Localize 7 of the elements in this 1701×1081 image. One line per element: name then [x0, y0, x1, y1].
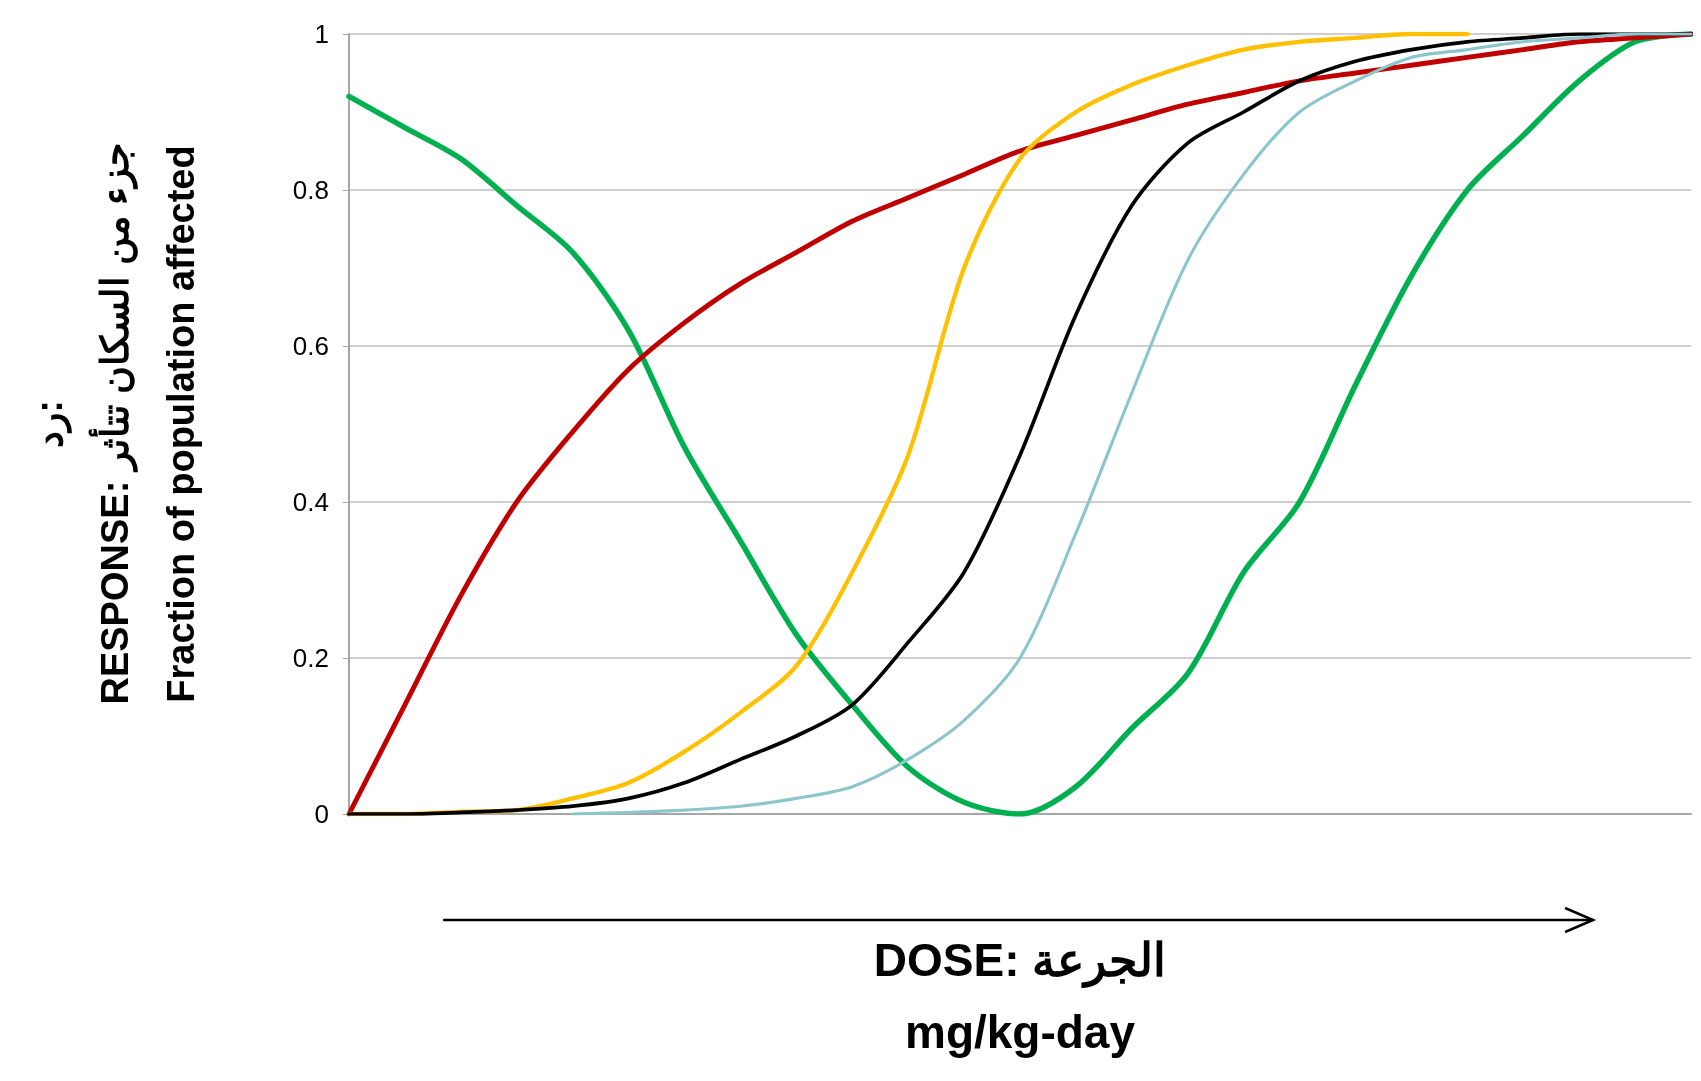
- line-series: [571, 32, 1693, 816]
- y-tick-label: 0: [314, 799, 329, 829]
- y-tick-label: 0.2: [292, 643, 329, 673]
- y-tick-label: 1: [314, 19, 329, 49]
- y-tick-label: 0.4: [292, 487, 329, 517]
- y-tick-label: 0.8: [292, 175, 329, 205]
- y-tick-label: 0.6: [292, 331, 329, 361]
